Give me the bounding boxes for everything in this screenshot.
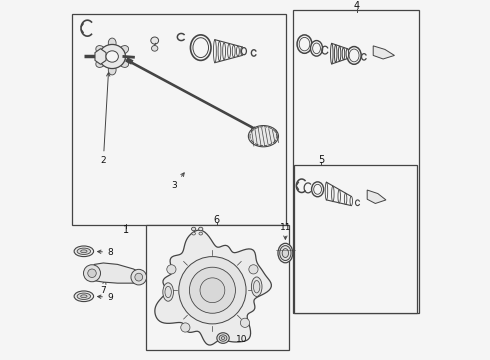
Ellipse shape (251, 277, 262, 296)
Ellipse shape (350, 197, 352, 206)
Circle shape (83, 265, 100, 282)
Circle shape (190, 267, 235, 313)
Ellipse shape (332, 186, 334, 202)
Text: 5: 5 (318, 155, 324, 165)
Ellipse shape (248, 126, 278, 147)
Ellipse shape (344, 193, 347, 204)
Ellipse shape (278, 243, 293, 263)
Polygon shape (373, 46, 394, 59)
Ellipse shape (192, 232, 196, 235)
Ellipse shape (221, 337, 225, 339)
Circle shape (135, 273, 143, 281)
Ellipse shape (199, 232, 202, 235)
Text: 7: 7 (100, 285, 106, 294)
Ellipse shape (219, 335, 227, 341)
Polygon shape (95, 49, 106, 64)
Ellipse shape (228, 44, 230, 58)
Ellipse shape (311, 41, 322, 56)
Ellipse shape (81, 295, 87, 298)
Polygon shape (89, 263, 142, 283)
Ellipse shape (77, 248, 91, 255)
Text: 4: 4 (353, 1, 360, 11)
Ellipse shape (151, 37, 159, 44)
Ellipse shape (106, 51, 119, 62)
Circle shape (167, 265, 176, 274)
Text: 10: 10 (236, 335, 247, 344)
Text: 9: 9 (107, 293, 113, 302)
Ellipse shape (346, 49, 348, 59)
Ellipse shape (96, 59, 105, 67)
Ellipse shape (217, 333, 229, 343)
Ellipse shape (74, 291, 94, 302)
Ellipse shape (99, 44, 125, 68)
Ellipse shape (325, 182, 328, 200)
Circle shape (249, 265, 258, 274)
Text: 2: 2 (100, 73, 110, 166)
Ellipse shape (218, 41, 221, 61)
Ellipse shape (297, 35, 312, 53)
Circle shape (131, 269, 147, 285)
Polygon shape (367, 190, 386, 203)
Ellipse shape (108, 38, 116, 48)
Text: 11: 11 (280, 223, 291, 232)
Bar (72, 14, 287, 225)
Text: 3: 3 (172, 173, 184, 190)
Ellipse shape (119, 46, 128, 54)
Ellipse shape (151, 45, 158, 51)
Ellipse shape (312, 182, 323, 197)
Ellipse shape (331, 44, 333, 64)
Ellipse shape (193, 38, 209, 58)
Ellipse shape (198, 227, 203, 231)
Ellipse shape (342, 48, 344, 60)
Ellipse shape (222, 43, 225, 60)
Ellipse shape (192, 227, 196, 231)
Ellipse shape (96, 46, 105, 54)
Text: 1: 1 (123, 225, 129, 235)
Circle shape (179, 257, 246, 324)
Ellipse shape (232, 45, 235, 57)
Ellipse shape (313, 43, 320, 54)
Ellipse shape (119, 59, 128, 67)
Ellipse shape (241, 47, 244, 55)
Ellipse shape (253, 280, 260, 293)
Ellipse shape (299, 37, 310, 51)
Circle shape (88, 269, 96, 278)
Text: 6: 6 (214, 215, 220, 225)
Circle shape (181, 323, 190, 332)
Ellipse shape (338, 190, 341, 203)
Ellipse shape (163, 283, 173, 301)
Bar (146, 225, 289, 350)
Ellipse shape (81, 250, 87, 253)
Ellipse shape (338, 46, 341, 61)
Ellipse shape (74, 246, 94, 257)
Ellipse shape (349, 49, 359, 62)
Ellipse shape (280, 246, 291, 261)
Ellipse shape (237, 46, 239, 56)
Polygon shape (155, 230, 271, 345)
Ellipse shape (314, 184, 321, 194)
Ellipse shape (191, 35, 211, 60)
Circle shape (241, 318, 249, 327)
Ellipse shape (165, 286, 172, 298)
Bar (293, 10, 418, 313)
Ellipse shape (242, 48, 246, 55)
Ellipse shape (108, 65, 116, 75)
Ellipse shape (282, 249, 289, 257)
Bar (294, 165, 417, 313)
Text: 8: 8 (107, 248, 113, 257)
Ellipse shape (214, 40, 216, 63)
Circle shape (200, 278, 225, 303)
Ellipse shape (77, 293, 91, 300)
Ellipse shape (335, 45, 337, 63)
Ellipse shape (347, 46, 361, 64)
